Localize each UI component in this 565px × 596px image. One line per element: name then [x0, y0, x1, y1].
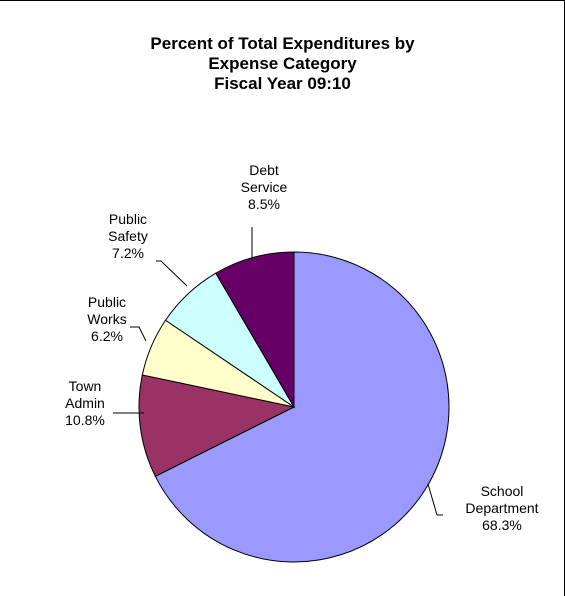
slice-value-label: 6.2%: [91, 328, 123, 344]
slice-name-label: Department: [465, 500, 538, 516]
slice-name-label: Public: [88, 294, 126, 310]
pie-slice-town-admin: [138, 374, 296, 477]
slice-value-label: 8.5%: [248, 196, 280, 212]
slice-label: Debt Service 8.5%: [241, 162, 288, 212]
slice-value-label: 68.3%: [482, 517, 522, 533]
slice-label: Town Admin 10.8%: [65, 378, 105, 428]
slice-name-label: Service: [241, 179, 288, 195]
chart-title-line-1: Percent of Total Expenditures by: [150, 34, 415, 53]
slice-value-label: 10.8%: [65, 412, 105, 428]
chart-title-line-3: Fiscal Year 09:10: [214, 74, 351, 93]
leader-line: [130, 326, 147, 342]
pie-slices: [138, 251, 450, 563]
slice-name-label: Works: [87, 311, 126, 327]
slice-name-label: Admin: [65, 395, 105, 411]
slice-name-label: School: [481, 483, 524, 499]
slice-name-label: Safety: [108, 228, 148, 244]
slice-name-label: Public: [109, 211, 147, 227]
pie-slice-debt-service: [215, 251, 295, 409]
pie-slice-school-department: [154, 251, 450, 563]
leader-line: [156, 260, 188, 287]
slice-name-label: Debt: [249, 162, 279, 178]
slice-label: School Department 68.3%: [465, 483, 538, 533]
leader-line: [427, 483, 443, 516]
slice-value-label: 7.2%: [112, 245, 144, 261]
chart-title-line-2: Expense Category: [208, 54, 357, 73]
slice-label: Public Safety 7.2%: [108, 211, 148, 261]
pie-labels: School Department 68.3% Town Admin 10.8% Publi…: [65, 162, 539, 533]
slice-label: Public Works 6.2%: [87, 294, 126, 344]
slice-name-label: Town: [69, 378, 102, 394]
pie-leader-lines: [113, 227, 443, 516]
